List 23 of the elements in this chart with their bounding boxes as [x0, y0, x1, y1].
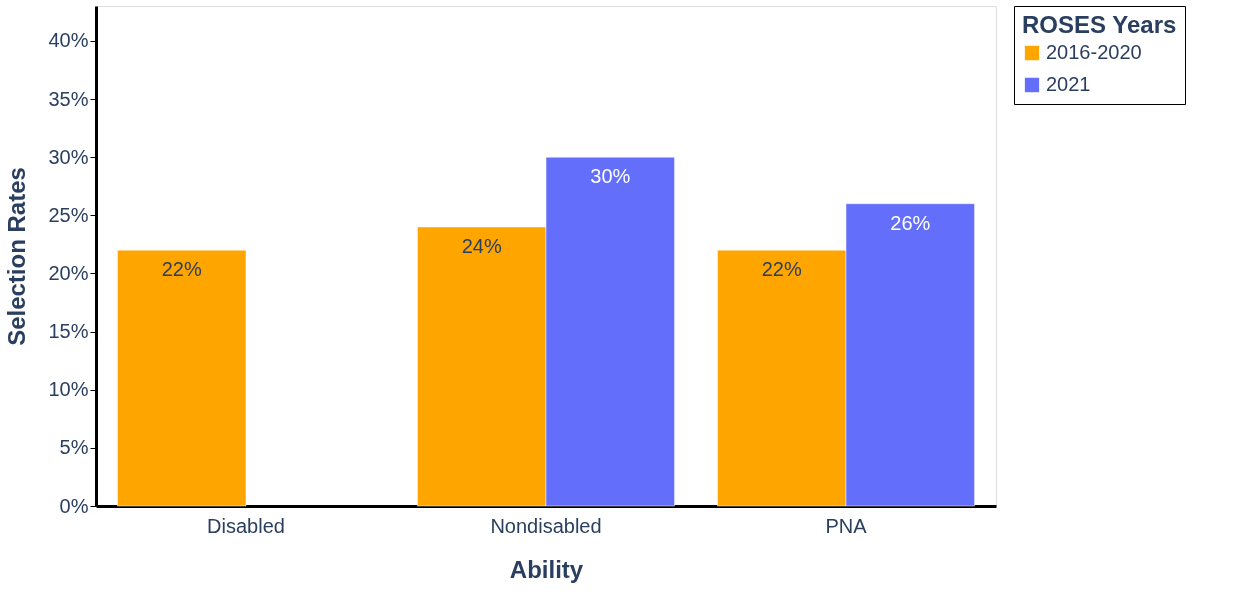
data-label: 22%	[761, 258, 802, 281]
y-axis-title: Selection Rates	[3, 167, 31, 346]
y-tick-label: 5%	[59, 436, 89, 459]
legend-title: ROSES Years	[1022, 11, 1177, 38]
data-label: 22%	[161, 258, 202, 281]
data-label: 30%	[590, 165, 631, 188]
y-tick-label: 25%	[48, 203, 89, 226]
y-tick-label: 15%	[48, 320, 89, 343]
x-tick-label: Disabled	[207, 514, 285, 537]
y-tick-label: 20%	[48, 261, 89, 284]
x-tick-label: Nondisabled	[490, 514, 602, 537]
y-tick-label: 10%	[48, 378, 89, 401]
y-tick-label: 35%	[48, 87, 89, 110]
y-tick-label: 30%	[48, 145, 89, 168]
data-label: 24%	[461, 234, 502, 257]
legend-label: 2021	[1046, 73, 1091, 95]
legend-label: 2016-2020	[1046, 41, 1142, 63]
y-tick-label: 0%	[59, 494, 89, 517]
x-tick-label: PNA	[825, 514, 868, 537]
bar	[117, 249, 247, 507]
data-label: 26%	[890, 211, 931, 234]
x-axis-title: Ability	[509, 555, 584, 583]
y-tick-label: 40%	[48, 29, 89, 52]
